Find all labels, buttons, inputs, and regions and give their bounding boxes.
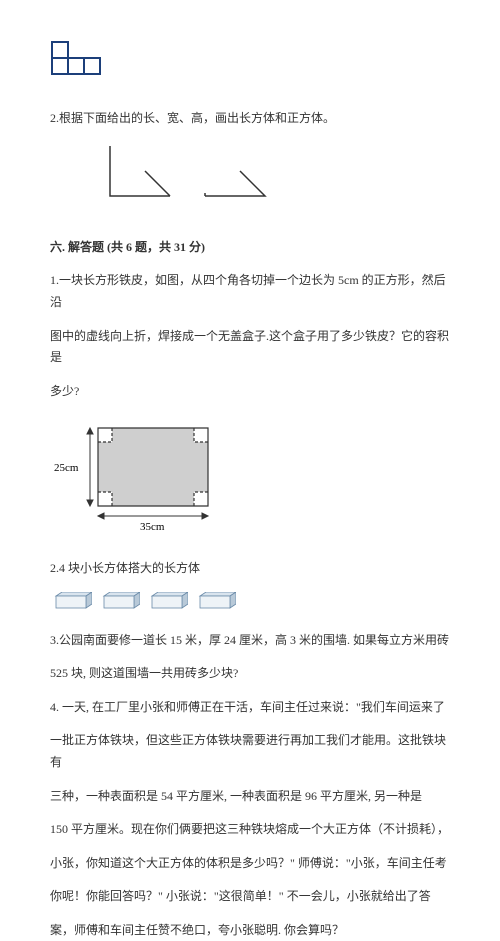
l-shape-svg [50, 40, 110, 80]
brackets-figure [100, 141, 450, 219]
l-shape-figure [50, 40, 450, 88]
cuboid-item [98, 592, 140, 618]
s6-q4-l7: 案，师傅和车间主任赞不绝口，夸小张聪明. 你会算吗？ [50, 920, 450, 941]
s6-q3-l2: 525 块, 则这道围墙一共用砖多少块? [50, 663, 450, 685]
cuboid-item [146, 592, 188, 618]
s6-q4-l6: 你呢！你能回答吗？" 小张说："这很简单！" 不一会儿，小张就给出了答 [50, 886, 450, 908]
s6-q3-l1: 3.公园南面要修一道长 15 米，厚 24 厘米，高 3 米的围墙. 如果每立方… [50, 630, 450, 652]
s6-q4-l4: 150 平方厘米。现在你们俩要把这三种铁块熔成一个大正方体（不计损耗）， [50, 819, 450, 841]
brackets-svg [100, 141, 300, 211]
box-diagram-figure: 25cm 35cm [50, 416, 450, 544]
cuboid-item [50, 592, 92, 618]
s6-q2: 2.4 块小长方体搭大的长方体 [50, 558, 450, 580]
q2-draw-text: 2.根据下面给出的长、宽、高，画出长方体和正方体。 [50, 108, 450, 130]
s6-q4-l5: 小张，你知道这个大正方体的体积是多少吗？" 师傅说："小张，车间主任考 [50, 853, 450, 875]
label-35cm: 35cm [140, 521, 165, 533]
cuboids-figure [50, 592, 450, 618]
s6-q1-l1: 1.一块长方形铁皮，如图，从四个角各切掉一个边长为 5cm 的正方形，然后沿 [50, 270, 450, 313]
cuboid-item [194, 592, 236, 618]
s6-q4-l2: 一批正方体铁块，但这些正方体铁块需要进行再加工我们才能用。这批铁块有 [50, 730, 450, 773]
s6-q1-l3: 多少? [50, 381, 450, 403]
label-25cm: 25cm [54, 462, 79, 474]
section6-header: 六. 解答题 (共 6 题，共 31 分) [50, 237, 450, 259]
s6-q1-l2: 图中的虚线向上折，焊接成一个无盖盒子.这个盒子用了多少铁皮？它的容积是 [50, 326, 450, 369]
box-diagram-svg: 25cm 35cm [50, 416, 240, 536]
s6-q4-l1: 4. 一天, 在工厂里小张和师傅正在干活，车间主任过来说："我们车间运来了 [50, 697, 450, 719]
cuboid-row [50, 592, 450, 618]
s6-q4-l3: 三种，一种表面积是 54 平方厘米, 一种表面积是 96 平方厘米, 另一种是 [50, 786, 450, 808]
